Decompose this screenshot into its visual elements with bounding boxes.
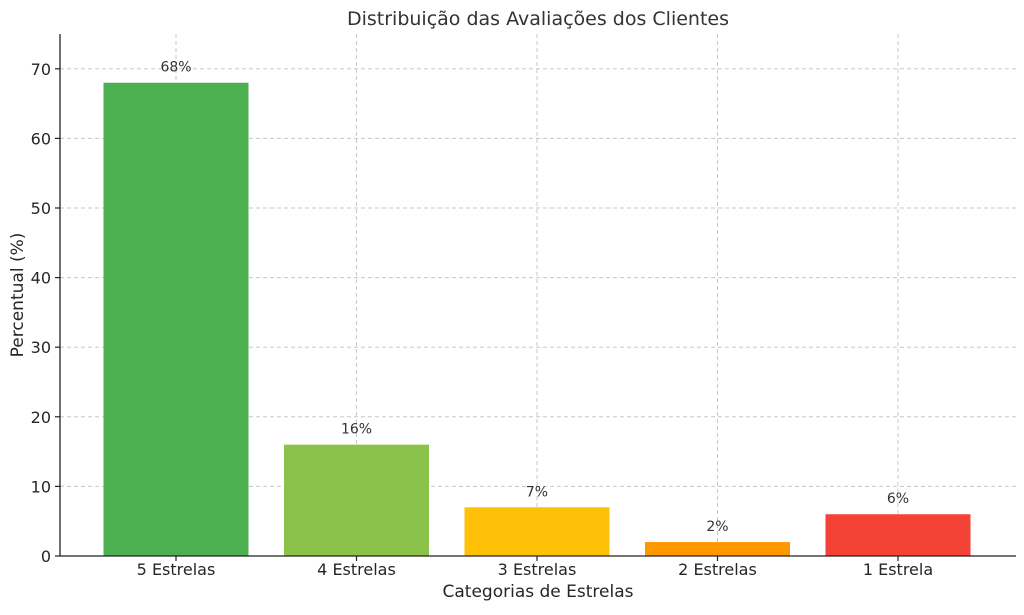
bar — [103, 82, 249, 556]
x-tick-label: 3 Estrelas — [498, 560, 577, 579]
x-axis-label: Categorias de Estrelas — [443, 582, 634, 602]
y-tick-label: 20 — [31, 408, 51, 427]
axis-layer — [59, 34, 1016, 557]
x-tick-label: 4 Estrelas — [317, 560, 396, 579]
bar — [825, 514, 971, 556]
bar-layer — [103, 82, 971, 556]
data-label-layer: 68% 16% 7% 2% 6% — [160, 60, 909, 535]
y-axis-label: Percentual (%) — [8, 233, 28, 358]
bar-value-label: 6% — [887, 491, 909, 507]
x-tick-label: 1 Estrela — [863, 560, 933, 579]
y-tick-label: 60 — [31, 129, 51, 148]
y-tick-label: 0 — [41, 547, 51, 566]
y-tick-label: 50 — [31, 199, 51, 218]
bar-value-label: 2% — [706, 519, 728, 535]
chart-title: Distribuição das Avaliações dos Clientes — [347, 8, 729, 30]
bar-value-label: 7% — [526, 484, 548, 500]
bar — [464, 507, 610, 556]
y-tick-label: 70 — [31, 60, 51, 79]
tick-layer: 0 10 20 30 40 50 60 70 5 Estrelas 4 Estrelas 3 Est… — [31, 60, 934, 579]
x-tick-label: 2 Estrelas — [678, 560, 757, 579]
y-tick-label: 10 — [31, 477, 51, 496]
grid-layer — [60, 34, 1016, 556]
bar-value-label: 68% — [160, 60, 191, 76]
y-tick-label: 40 — [31, 269, 51, 288]
x-tick-label: 5 Estrelas — [137, 560, 216, 579]
y-tick-label: 30 — [31, 338, 51, 357]
bar-value-label: 16% — [341, 422, 372, 438]
bar — [645, 542, 790, 556]
bar — [284, 444, 429, 556]
